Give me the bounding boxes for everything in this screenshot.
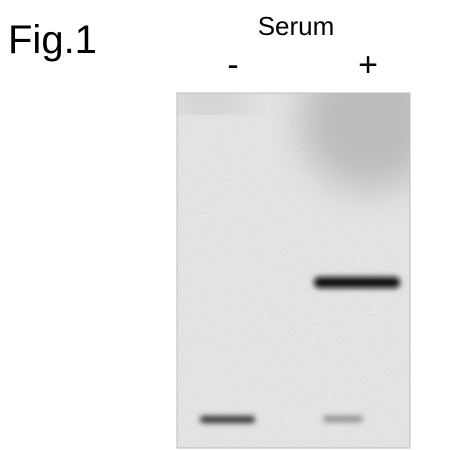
lane-label: + bbox=[358, 46, 378, 84]
gel-grain bbox=[177, 93, 410, 448]
lane-label: - bbox=[227, 46, 238, 84]
figure-label: Fig.1 bbox=[8, 18, 97, 62]
band bbox=[200, 416, 255, 423]
condition-label: Serum bbox=[258, 11, 335, 41]
band bbox=[314, 277, 400, 288]
band bbox=[323, 416, 363, 422]
gel-border bbox=[176, 92, 411, 449]
gel bbox=[177, 93, 410, 448]
